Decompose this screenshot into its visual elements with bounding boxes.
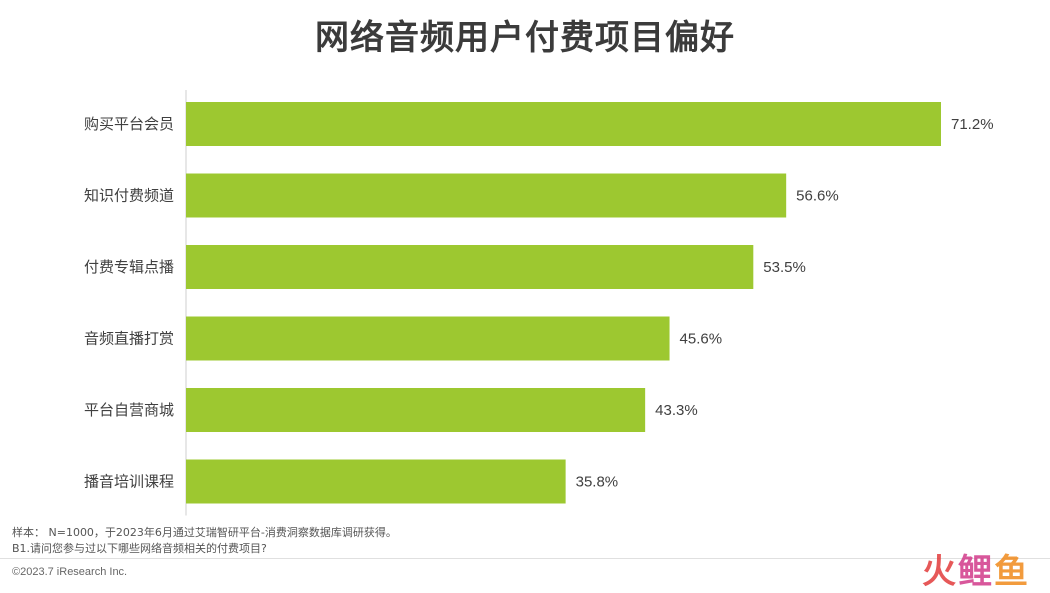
value-label: 45.6%: [680, 331, 723, 348]
value-label: 56.6%: [796, 188, 839, 205]
category-label: 音频直播打赏: [84, 330, 174, 348]
copyright: ©2023.7 iResearch Inc.: [12, 566, 128, 578]
question-note: B1.请问您参与过以下哪些网络音频相关的付费项目?: [12, 542, 267, 555]
chart-title: 网络音频用户付费项目偏好: [315, 18, 735, 58]
category-label: 购买平台会员: [84, 115, 174, 133]
category-label: 播音培训课程: [84, 473, 174, 491]
bar: [186, 459, 566, 504]
watermark-logo: 火鲤鱼: [922, 544, 1030, 593]
watermark-char-2: 鲤: [958, 552, 994, 592]
footer-divider: [0, 558, 1050, 559]
value-label: 53.5%: [763, 259, 806, 276]
bar: [186, 388, 646, 432]
bar-chart: 购买平台会员 71.2% 知识付费频道 56.6% 付费专辑点播 53.5% 音频直播打赏 4…: [84, 90, 994, 516]
category-label: 付费专辑点播: [84, 258, 174, 276]
bar: [186, 245, 754, 289]
bar: [186, 316, 670, 361]
value-label: 43.3%: [655, 402, 698, 419]
watermark-char-3: 鱼: [994, 552, 1030, 592]
value-label: 71.2%: [951, 116, 994, 133]
sample-note: 样本： N=1000，于2023年6月通过艾瑞智研平台-消费洞察数据库调研获得。: [12, 526, 397, 539]
watermark-char-1: 火: [922, 552, 958, 592]
bar: [186, 102, 941, 146]
category-label: 平台自营商城: [84, 401, 174, 419]
bar: [186, 173, 787, 218]
value-label: 35.8%: [576, 474, 619, 491]
category-label: 知识付费频道: [84, 187, 174, 205]
